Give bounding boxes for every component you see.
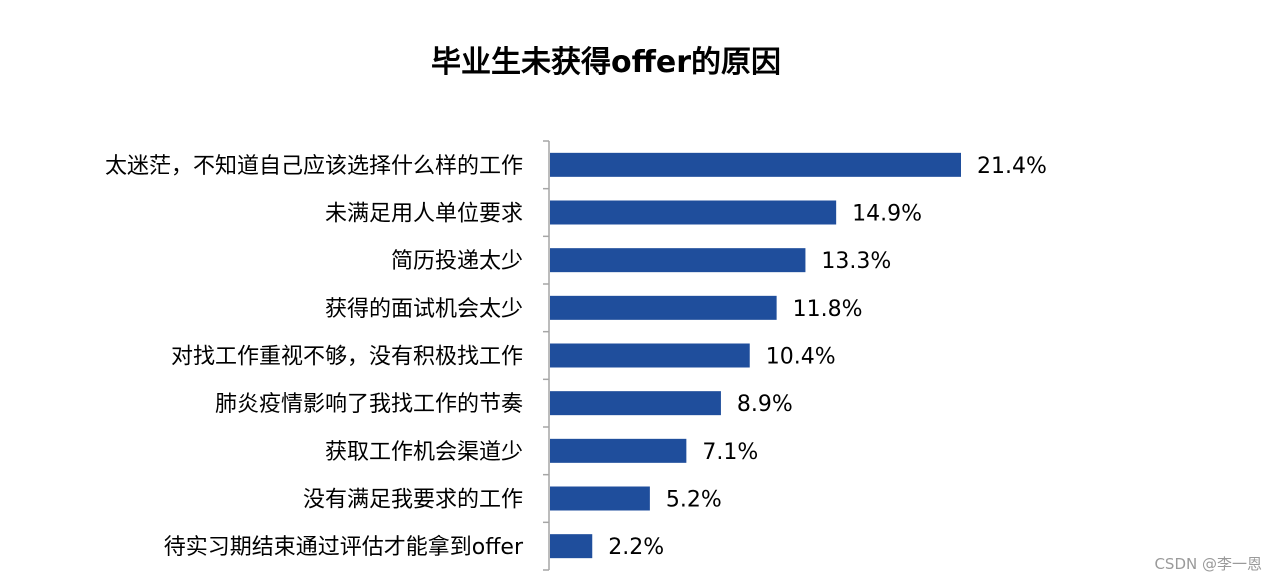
data-label: 14.9%	[852, 202, 922, 227]
chart-title: 毕业生未获得offer的原因	[431, 45, 781, 80]
category-label: 没有满足我要求的工作	[303, 488, 523, 513]
bar	[550, 248, 806, 273]
category-label: 简历投递太少	[391, 249, 523, 274]
category-label: 获得的面试机会太少	[325, 297, 523, 322]
category-label: 获取工作机会渠道少	[325, 440, 523, 465]
category-label: 未满足用人单位要求	[325, 202, 523, 227]
bar	[550, 295, 777, 320]
data-label: 10.4%	[766, 345, 836, 370]
bar	[550, 152, 961, 177]
category-label: 太迷茫，不知道自己应该选择什么样的工作	[105, 154, 523, 179]
bar	[550, 343, 750, 368]
data-label: 13.3%	[821, 249, 891, 274]
data-label: 2.2%	[608, 535, 664, 560]
data-label: 21.4%	[977, 154, 1047, 179]
data-label: 11.8%	[793, 297, 863, 322]
category-label: 肺炎疫情影响了我找工作的节奏	[215, 392, 523, 417]
bar	[550, 534, 593, 559]
data-label: 8.9%	[737, 392, 793, 417]
data-label: 7.1%	[702, 440, 758, 465]
category-label: 待实习期结束通过评估才能拿到offer	[164, 534, 524, 560]
bar	[550, 391, 721, 416]
watermark: CSDN @李一恩	[1154, 555, 1262, 573]
bar	[550, 486, 650, 511]
bar	[550, 200, 837, 225]
plot-area: 太迷茫，不知道自己应该选择什么样的工作 21.4% 未满足用人单位要求 14.9% 简历…	[105, 140, 1047, 571]
data-label: 5.2%	[666, 488, 722, 513]
category-label: 对找工作重视不够，没有积极找工作	[171, 345, 523, 370]
bar	[550, 438, 687, 463]
